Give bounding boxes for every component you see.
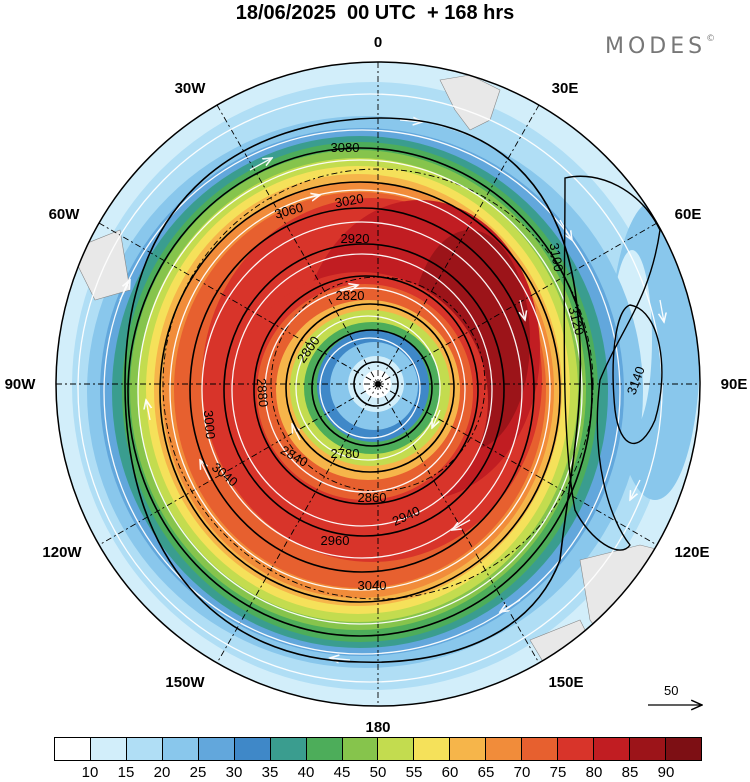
color-scale-label: 55 xyxy=(405,764,423,781)
color-scale-label: 30 xyxy=(225,764,243,781)
brand-logo: MODES© xyxy=(605,34,715,59)
color-scale-label: 90 xyxy=(657,764,675,781)
color-scale-swatch xyxy=(198,738,235,760)
contour-label: 3120 xyxy=(565,305,587,337)
brand-mark: © xyxy=(706,34,716,44)
color-scale-labels: 10 15 20 25 30 35 40 45 50 55 60 65 70 75 80 85 90 xyxy=(54,764,702,782)
color-scale-label: 15 xyxy=(117,764,135,781)
lon-label-90w: 90W xyxy=(5,376,37,393)
contour-label: 2860 xyxy=(358,490,387,505)
color-scale-swatch xyxy=(90,738,127,760)
lon-label-150e: 150E xyxy=(548,674,583,691)
color-scale-bar xyxy=(54,737,702,761)
color-scale-swatch xyxy=(342,738,379,760)
color-scale-label: 80 xyxy=(585,764,603,781)
map-border xyxy=(55,61,701,707)
color-scale-swatch xyxy=(378,738,415,760)
brand-text: MODES xyxy=(605,34,707,59)
north-pole-marker-icon xyxy=(375,381,381,387)
color-scale-swatch xyxy=(486,738,523,760)
contour-label: 2960 xyxy=(321,533,350,548)
color-scale-label: 50 xyxy=(369,764,387,781)
contour-label: 3040 xyxy=(358,578,387,593)
contour-label: 3060 xyxy=(273,200,305,222)
color-scale-swatch xyxy=(234,738,271,760)
color-scale-label: 20 xyxy=(153,764,171,781)
map-title: 18/06/2025 00 UTC + 168 hrs xyxy=(235,2,515,24)
color-scale-label: 10 xyxy=(81,764,99,781)
longitude-labels: 0 30E 60E 90E 120E 150E 180 150W 120W 90… xyxy=(5,34,748,735)
wind-streamlines xyxy=(77,93,664,683)
color-scale-label: 85 xyxy=(621,764,639,781)
reference-vector-label: 50 xyxy=(664,683,679,698)
color-scale-swatch xyxy=(162,738,199,760)
color-scale-label: 65 xyxy=(477,764,495,781)
color-scale-swatch xyxy=(522,738,559,760)
color-scale-swatch xyxy=(558,738,595,760)
color-scale-label: 60 xyxy=(441,764,459,781)
color-scale-label: 25 xyxy=(189,764,207,781)
color-scale-label: 35 xyxy=(261,764,279,781)
contour-label: 3100 xyxy=(547,242,567,273)
lon-label-180: 180 xyxy=(365,719,390,735)
lon-label-30e: 30E xyxy=(552,80,579,97)
color-scale-label: 40 xyxy=(297,764,315,781)
contour-label: 2880 xyxy=(254,378,271,408)
wind-speed-field xyxy=(56,62,700,706)
lon-label-60w: 60W xyxy=(49,206,81,223)
color-scale-swatch xyxy=(450,738,487,760)
color-scale-swatch xyxy=(126,738,163,760)
color-scale-swatch xyxy=(306,738,343,760)
contour-label: 3080 xyxy=(331,140,360,155)
color-scale-swatch xyxy=(414,738,451,760)
lon-label-90e: 90E xyxy=(721,376,748,393)
contour-label: 2780 xyxy=(331,446,360,461)
lon-label-120w: 120W xyxy=(42,544,82,561)
color-scale-swatch xyxy=(594,738,630,760)
color-scale-label: 70 xyxy=(513,764,531,781)
contour-label: 3000 xyxy=(201,410,218,440)
color-scale-swatch xyxy=(665,738,701,760)
color-scale-label: 45 xyxy=(333,764,351,781)
lon-label-30w: 30W xyxy=(175,80,207,97)
lon-label-0: 0 xyxy=(374,34,382,51)
height-contours xyxy=(124,117,663,664)
color-scale-swatch xyxy=(270,738,307,760)
lon-label-120e: 120E xyxy=(674,544,709,561)
color-scale-swatch xyxy=(55,738,91,760)
color-scale-label: 75 xyxy=(549,764,567,781)
lon-label-150w: 150W xyxy=(165,674,205,691)
color-scale-swatch xyxy=(630,738,666,760)
contour-label: 2820 xyxy=(336,288,365,303)
lon-label-60e: 60E xyxy=(675,206,702,223)
contour-label: 3020 xyxy=(334,191,365,211)
contour-label: 2920 xyxy=(341,231,370,246)
